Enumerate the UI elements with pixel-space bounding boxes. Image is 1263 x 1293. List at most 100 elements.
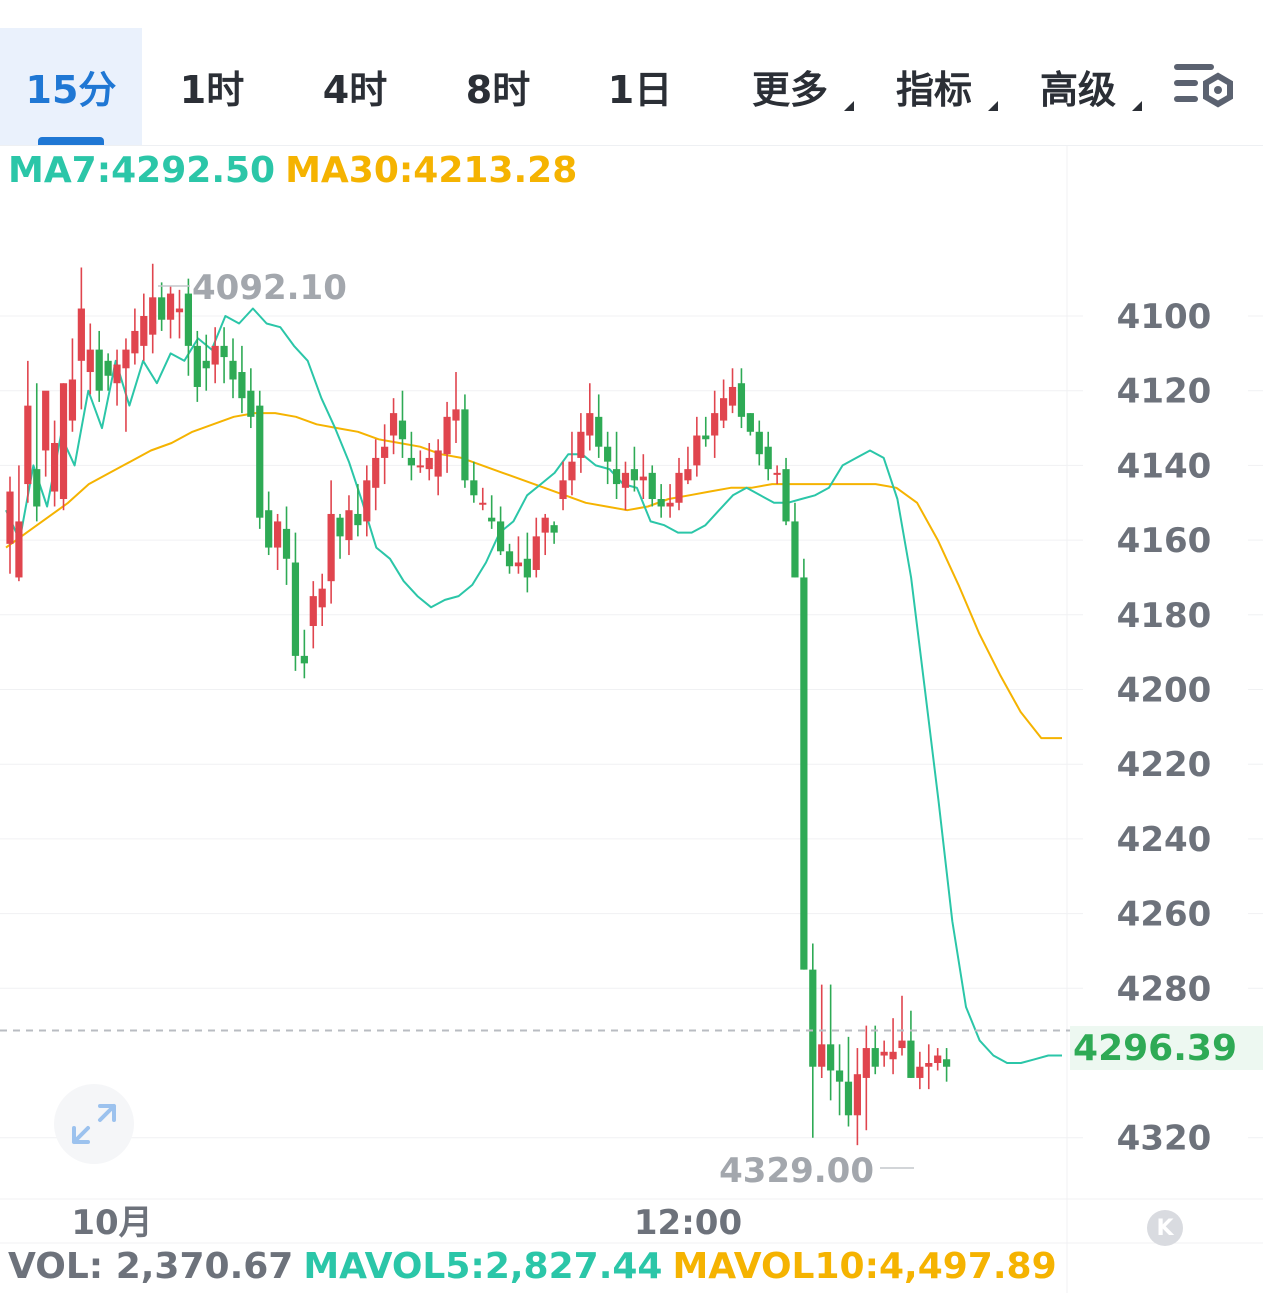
- candle: [862, 1025, 870, 1131]
- candle: [256, 390, 264, 529]
- ma7-path: [5, 307, 1062, 1064]
- candle: [898, 995, 906, 1056]
- candle-body: [202, 360, 210, 369]
- candle-body: [166, 293, 175, 320]
- candle: [381, 424, 389, 485]
- candle: [844, 1036, 853, 1127]
- candle-body: [862, 1048, 870, 1078]
- vol-value: VOL: 2,370.67: [8, 1246, 294, 1287]
- candle-body: [24, 405, 32, 485]
- price-tick-label: 4160: [1117, 521, 1212, 561]
- candle: [773, 465, 781, 485]
- candle-body: [6, 491, 14, 544]
- candle-body: [898, 1040, 906, 1049]
- candle-body: [604, 446, 612, 462]
- candle: [131, 308, 139, 365]
- expand-chart-button[interactable]: [54, 1084, 134, 1164]
- candle: [880, 1040, 888, 1067]
- scroll-to-latest-button[interactable]: K: [1147, 1210, 1183, 1246]
- tab-8h[interactable]: 8时: [428, 28, 568, 145]
- candle-body: [916, 1066, 924, 1078]
- candle-body: [612, 469, 621, 485]
- candle-body: [764, 446, 772, 470]
- candle-body: [113, 364, 121, 384]
- tab-label: 1日: [607, 68, 673, 112]
- candle: [934, 1048, 942, 1071]
- candle-body: [853, 1074, 861, 1116]
- candle: [327, 480, 335, 604]
- candle-body: [889, 1051, 897, 1060]
- candle: [398, 390, 407, 458]
- candle: [202, 334, 210, 391]
- candle-body: [300, 655, 308, 664]
- candle: [577, 413, 585, 473]
- candle-body: [523, 558, 531, 578]
- candle-body: [871, 1048, 879, 1067]
- candle: [345, 495, 353, 556]
- candle-body: [827, 1044, 835, 1071]
- price-axis: 4100 4120 4140 4160 4180 4200 4220 4240 4260 4280…: [1117, 297, 1263, 1159]
- candle-body: [907, 1040, 915, 1078]
- tab-advanced-dropdown[interactable]: 高级: [1028, 28, 1142, 145]
- candle-body: [737, 383, 746, 417]
- candle-body: [818, 1044, 826, 1067]
- candle: [746, 413, 754, 436]
- tab-15min[interactable]: 15分: [0, 28, 142, 145]
- candle-body: [238, 372, 246, 399]
- candle: [532, 517, 540, 578]
- candle-body: [595, 416, 603, 447]
- candle-body: [95, 349, 103, 391]
- candle: [274, 513, 282, 570]
- tab-more-dropdown[interactable]: 更多: [740, 28, 854, 145]
- price-tick-label: 4240: [1117, 820, 1212, 860]
- candle: [728, 368, 737, 414]
- candle: [675, 457, 683, 511]
- candle: [461, 394, 469, 488]
- chart-settings-icon[interactable]: [1172, 58, 1236, 114]
- candle: [657, 484, 665, 518]
- candle-body: [586, 413, 594, 436]
- candle-body: [77, 308, 85, 361]
- candle: [479, 487, 487, 511]
- tab-4h[interactable]: 4时: [285, 28, 425, 145]
- candle: [220, 327, 228, 384]
- candle: [916, 1051, 924, 1090]
- candle-body: [327, 513, 335, 582]
- candle-body: [532, 536, 540, 570]
- candle: [416, 450, 424, 473]
- candle-body: [657, 499, 665, 507]
- candle-body: [728, 386, 737, 406]
- candle: [782, 457, 790, 526]
- candle-body: [291, 562, 300, 656]
- price-tick-label: 4220: [1117, 745, 1212, 785]
- candle: [166, 286, 175, 339]
- low-price-annotation: 4329.00: [719, 1151, 874, 1191]
- candle: [247, 368, 255, 429]
- candle-body: [461, 409, 469, 481]
- tab-1h[interactable]: 1时: [142, 28, 282, 145]
- tab-1d[interactable]: 1日: [570, 28, 710, 145]
- dropdown-caret-icon: [844, 101, 854, 111]
- candle: [193, 330, 201, 402]
- candle: [86, 323, 94, 395]
- candle: [443, 401, 451, 473]
- timeframe-tabbar: 15分 1时 4时 8时 1日 更多 指标 高级: [0, 0, 1263, 146]
- candle: [318, 573, 326, 627]
- candle-body: [666, 502, 674, 507]
- candle: [737, 368, 746, 429]
- dropdown-caret-icon: [1132, 101, 1142, 111]
- candle: [586, 383, 594, 451]
- candle-body: [407, 457, 415, 466]
- tab-indicators-dropdown[interactable]: 指标: [884, 28, 998, 145]
- candle-body: [809, 969, 817, 1067]
- candle-body: [140, 316, 148, 346]
- candle: [720, 379, 728, 429]
- chart-grid: [0, 146, 1263, 1293]
- dropdown-caret-icon: [988, 101, 998, 111]
- candle-body: [675, 472, 683, 503]
- candle-body: [621, 472, 630, 488]
- candle-body: [175, 308, 184, 313]
- candle-body: [336, 517, 344, 537]
- candle-body: [33, 469, 41, 507]
